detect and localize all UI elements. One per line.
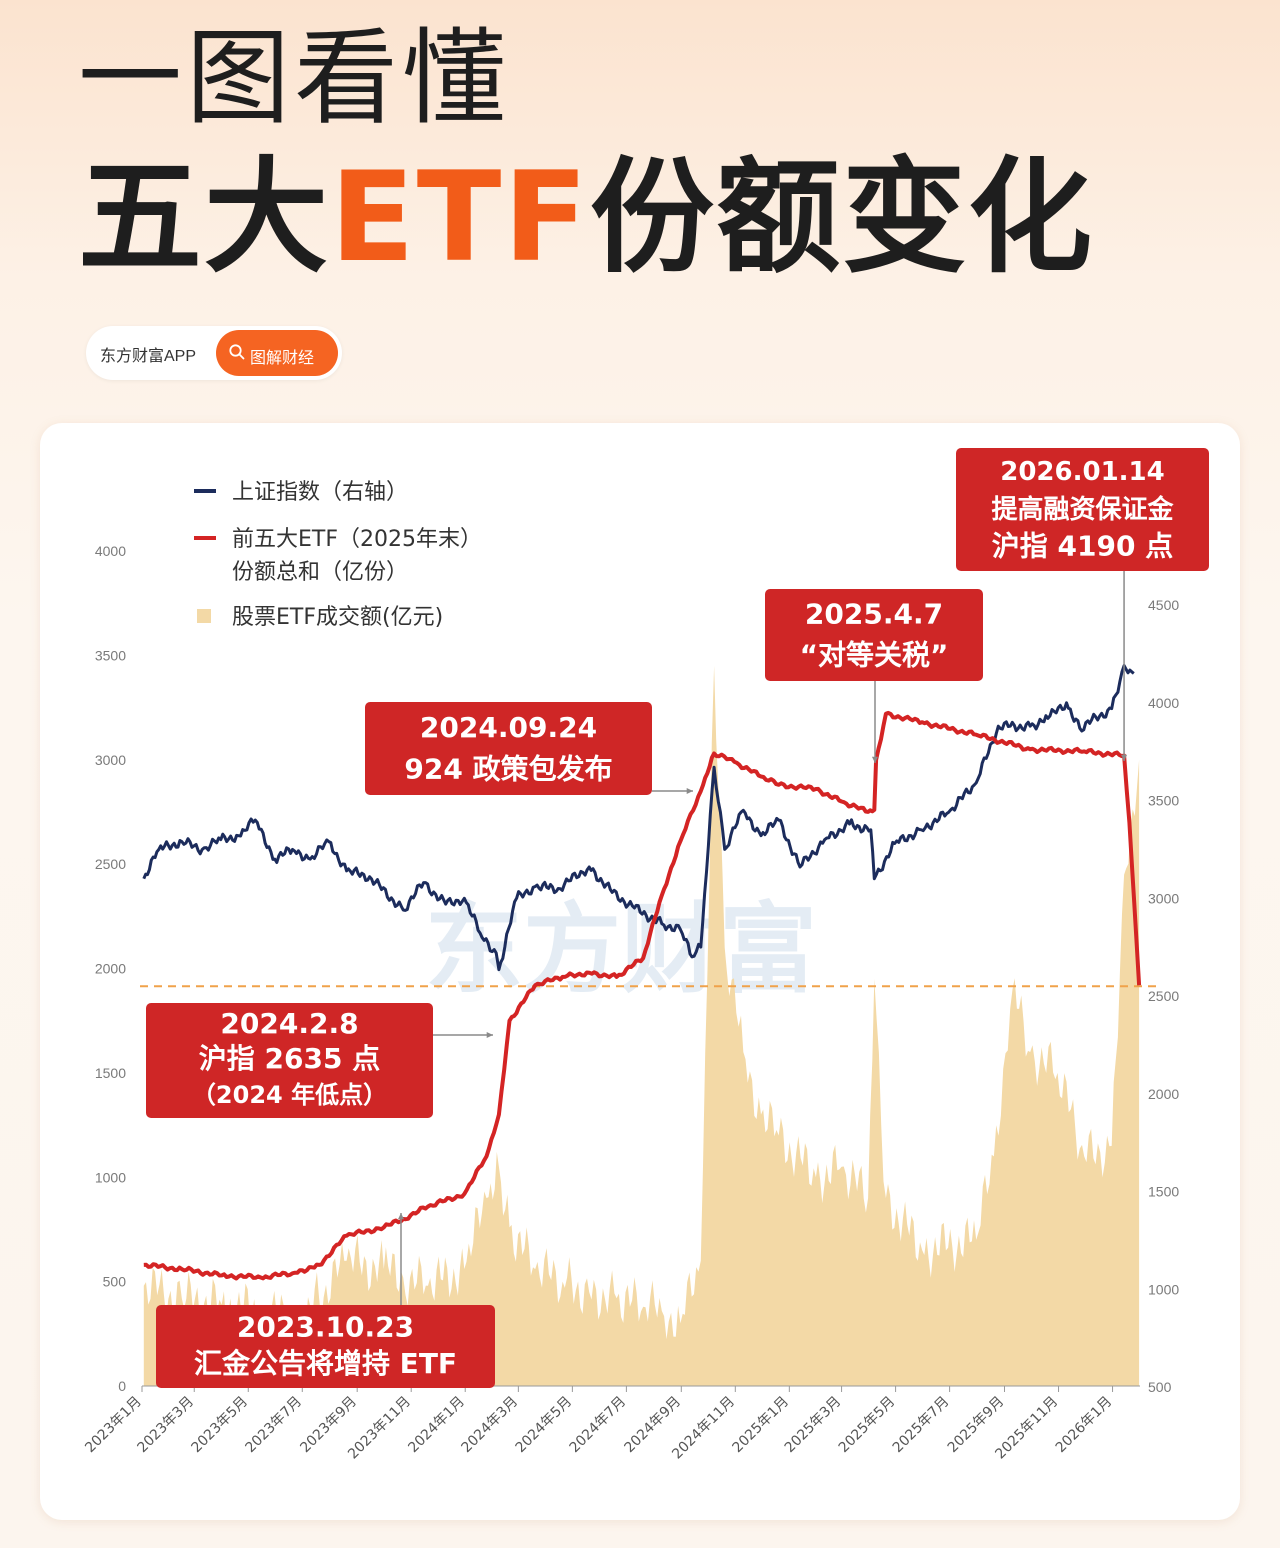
x-tick-label: 2024年3月	[459, 1394, 522, 1457]
callout-text-line: 2025.4.7	[805, 598, 943, 631]
x-tick-label: 2023年3月	[134, 1394, 197, 1457]
title-part-post: 份额变化	[590, 146, 1095, 290]
etf-share-line	[143, 710, 1142, 1281]
legend-label-etf: 前五大ETF（2025年末）	[232, 527, 482, 552]
right-tick-label: 3000	[1148, 890, 1179, 906]
callout-text-line: 沪指 4190 点	[992, 529, 1173, 562]
x-tick-label: 2025年3月	[782, 1394, 845, 1457]
callout-text-line: （2024 年低点）	[192, 1081, 387, 1109]
callout-c1023: 2023.10.23 汇金公告将增持 ETF	[156, 1305, 495, 1388]
arrow-2025-head	[871, 756, 879, 763]
x-tick-label: 2025年7月	[890, 1394, 953, 1457]
right-tick-label: 2000	[1148, 1086, 1179, 1102]
app-name: 东方财富APP	[100, 348, 197, 365]
callout-text-line: 924 政策包发布	[404, 752, 612, 785]
title-part-pre: 五大	[78, 146, 331, 290]
callout-c0924: 2024.09.24 924 政策包发布	[365, 702, 652, 795]
callout-c0208: 2024.2.8沪指 2635 点 （2024 年低点）	[146, 1003, 433, 1118]
x-tick-label: 2023年5月	[188, 1394, 251, 1457]
left-tick-label: 2500	[95, 856, 126, 872]
search-icon	[229, 344, 245, 360]
chart-card: 东方财富 0 500 1000 1500 2000 2500 3000 3500 4000 500 1…	[40, 423, 1240, 1520]
callout-text-line: 2024.09.24	[420, 711, 597, 744]
x-tick-label: 2024年7月	[567, 1394, 630, 1457]
callout-text-line: 2026.01.14	[1000, 457, 1164, 487]
x-tick-label: 2023年7月	[242, 1394, 305, 1457]
title-part-accent: ETF	[330, 146, 591, 290]
callout-text-line: 2024.2.8	[220, 1007, 358, 1040]
right-tick-label: 2500	[1148, 988, 1179, 1004]
left-tick-label: 1500	[95, 1065, 126, 1081]
left-tick-label: 2000	[95, 961, 126, 977]
index-line	[142, 664, 1135, 972]
etf-chart: 东方财富 0 500 1000 1500 2000 2500 3000 3500 4000 500 1…	[82, 448, 1209, 1462]
x-tick-label: 2025年5月	[836, 1394, 899, 1457]
callout-box	[765, 589, 983, 681]
left-tick-label: 3500	[95, 647, 126, 663]
x-tick-label: 2026年1月	[1053, 1394, 1116, 1457]
watermark-text: 东方财富	[425, 893, 817, 1007]
callout-text-line: “对等关税”	[800, 639, 949, 672]
x-tick-label: 2024年1月	[405, 1394, 468, 1457]
right-tick-label: 1500	[1148, 1184, 1179, 1200]
arrow-0924-head	[686, 787, 693, 795]
left-tick-label: 1000	[95, 1169, 126, 1185]
legend-label-index: 上证指数（右轴）	[232, 480, 408, 505]
title-line-1: 一图看懂	[78, 17, 511, 139]
arrow-2026-head	[1121, 754, 1128, 761]
legend-label-volume: 股票ETF成交额(亿元)	[232, 605, 443, 630]
callout-text-line: 2023.10.23	[237, 1310, 414, 1343]
callout-text-line: 提高融资保证金	[991, 494, 1174, 525]
left-tick-label: 4000	[95, 543, 126, 559]
callout-text-line: 沪指 2635 点	[199, 1042, 380, 1075]
left-tick-label: 3000	[95, 752, 126, 768]
right-tick-label: 500	[1148, 1379, 1172, 1395]
brand-tag: 东方财富APP 图解财经	[86, 326, 342, 380]
arrow-1023-head	[397, 1213, 405, 1220]
right-tick-label: 4500	[1148, 597, 1179, 613]
category-pill[interactable]: 图解财经	[216, 330, 338, 376]
callout-box	[365, 702, 652, 795]
callout-box	[956, 448, 1209, 571]
category-label: 图解财经	[250, 348, 315, 367]
title-line-2: 五大ETF份额变化	[78, 148, 1094, 288]
legend-label-etf-2: 份额总和（亿份）	[232, 560, 408, 585]
callout-c2025: 2025.4.7 “对等关税”	[765, 589, 983, 681]
callout-box	[146, 1003, 433, 1118]
right-tick-label: 3500	[1148, 793, 1179, 809]
callout-box	[156, 1305, 495, 1388]
left-tick-label: 500	[103, 1274, 127, 1290]
arrow-0208-head	[486, 1031, 493, 1039]
left-tick-label: 0	[118, 1378, 126, 1394]
callout-text-line: 汇金公告将增持 ETF	[194, 1347, 457, 1380]
right-tick-label: 4000	[1148, 695, 1179, 711]
volume-area	[143, 665, 1140, 1386]
right-tick-label: 1000	[1148, 1281, 1179, 1297]
x-tick-label: 2024年5月	[513, 1394, 576, 1457]
legend-swatch-volume	[197, 609, 211, 623]
